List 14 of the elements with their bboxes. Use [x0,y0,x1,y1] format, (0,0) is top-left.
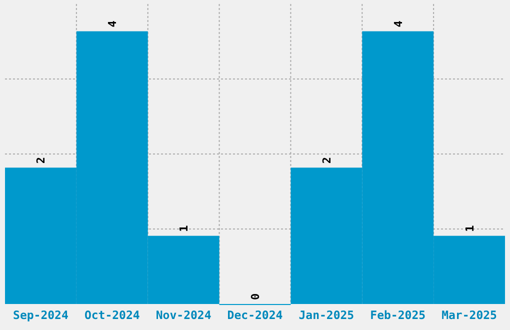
data-label: 4 [392,20,405,28]
data-label: 4 [106,20,120,28]
x-tick-label: Dec-2024 [227,308,283,322]
x-tick-label: Nov-2024 [156,308,212,322]
data-label: 1 [463,224,476,232]
x-tick-label: Sep-2024 [13,308,68,322]
x-tick-label: Feb-2025 [370,308,426,322]
x-tick-label: Mar-2025 [442,308,498,322]
data-label: 0 [249,293,262,300]
data-label: 2 [320,157,334,164]
data-label: 2 [34,157,48,164]
data-label: 1 [178,224,191,232]
x-tick-label: Oct-2024 [84,308,140,322]
x-tick-label: Jan-2025 [298,308,354,322]
